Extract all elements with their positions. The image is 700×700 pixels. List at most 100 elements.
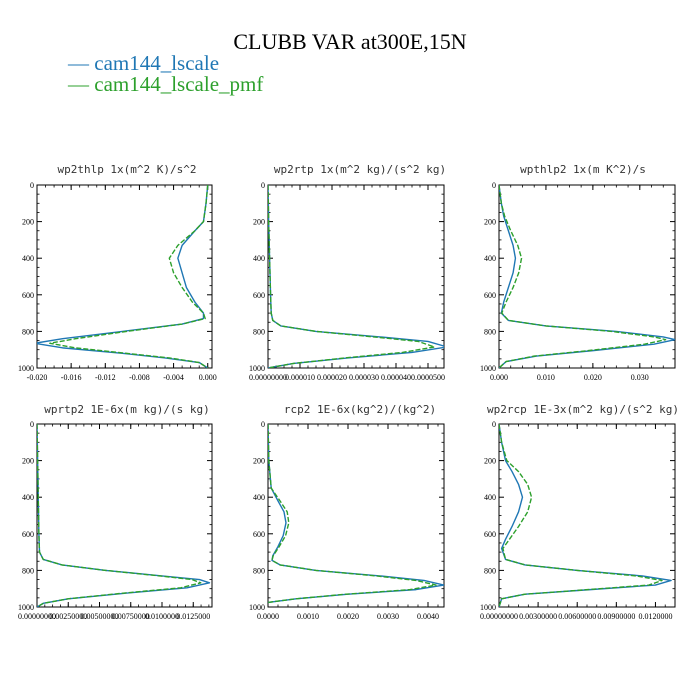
x-tick-label: 0.0100000 [145, 612, 179, 621]
x-tick-label: 0.0125000 [176, 612, 210, 621]
x-tick-label: 0.00900000 [597, 612, 635, 621]
x-tick-label: 0.000040 [381, 373, 411, 382]
y-tick-label: 0 [261, 420, 265, 429]
series-line-lscale [499, 185, 675, 368]
x-tick-label: -0.004 [163, 373, 184, 382]
figure-title: CLUBB VAR at300E,15N [233, 29, 467, 54]
y-tick-label: 1000 [480, 364, 496, 373]
series-line-lscale-pmf [49, 185, 209, 368]
series-line-lscale [37, 185, 209, 368]
series-line-lscale [268, 424, 444, 604]
y-tick-label: 600 [484, 291, 496, 300]
series-line-lscale-pmf [37, 424, 202, 607]
x-tick-label: 0.0040 [417, 612, 439, 621]
y-tick-label: 200 [22, 218, 34, 227]
y-tick-label: 400 [253, 254, 265, 263]
x-tick-label: 0.00250000 [49, 612, 87, 621]
y-tick-label: 600 [253, 530, 265, 539]
x-tick-label: 0.00000000 [18, 612, 56, 621]
y-tick-label: 800 [484, 327, 496, 336]
panel-title-wp2rtp: wp2rtp 1x(m^2 kg)/(s^2 kg) [273, 163, 447, 176]
panel-title-wprtp2: wprtp2 1E-6x(m kg)/(s kg) [44, 403, 210, 416]
series-line-lscale-pmf [499, 424, 663, 607]
y-tick-label: 1000 [249, 364, 265, 373]
y-tick-label: 0 [30, 420, 34, 429]
y-tick-label: 600 [22, 530, 34, 539]
panel-title-wp2rcp: wp2rcp 1E-3x(m^2 kg)/(s^2 kg) [486, 403, 680, 416]
y-tick-label: 1000 [18, 364, 34, 373]
x-tick-label: 0.0010 [297, 612, 319, 621]
x-tick-label: 0.00000000 [480, 612, 518, 621]
legend-swatch-lscale: — [68, 51, 95, 75]
x-tick-label: 0.000020 [317, 373, 347, 382]
panel-4: 0 200 400 600 800 10000.0000 0.0010 0.0020 0.003… [249, 420, 445, 621]
x-tick-label: 0.000010 [285, 373, 315, 382]
y-tick-label: 400 [22, 254, 34, 263]
x-tick-label: 0.00000000 [249, 373, 287, 382]
y-tick-label: 400 [22, 493, 34, 502]
x-tick-label: 0.00750000 [112, 612, 150, 621]
x-tick-label: 0.00500000 [81, 612, 119, 621]
legend-item-lscale: — cam144_lscale [68, 51, 219, 76]
y-tick-label: 800 [253, 566, 265, 575]
y-tick-label: 800 [253, 327, 265, 336]
legend-label-lscale-pmf: cam144_lscale_pmf [94, 72, 264, 96]
y-tick-label: 1000 [480, 603, 496, 612]
x-tick-label: 0.00300000 [519, 612, 557, 621]
x-tick-label: 0.0000500 [411, 373, 445, 382]
series-line-lscale-pmf [268, 424, 437, 604]
x-tick-label: 0.010 [537, 373, 555, 382]
y-tick-label: 1000 [18, 603, 34, 612]
legend-label-lscale: cam144_lscale [94, 51, 220, 75]
series-line-lscale [268, 185, 444, 368]
series-line-lscale [37, 424, 211, 607]
y-tick-label: 200 [484, 218, 496, 227]
x-tick-label: 0.00600000 [558, 612, 596, 621]
panel-frame [498, 184, 676, 369]
panel-title-rcp2: rcp2 1E-6x(kg^2)/(kg^2) [283, 403, 437, 416]
y-tick-label: 600 [484, 530, 496, 539]
x-tick-label: 0.000 [490, 373, 508, 382]
x-tick-label: 0.000 [199, 373, 217, 382]
y-tick-label: 0 [492, 420, 496, 429]
y-tick-label: 0 [30, 181, 34, 190]
panel-title-wp2thlp: wp2thlp 1x(m^2 K)/s^2 [57, 163, 197, 176]
y-tick-label: 800 [484, 566, 496, 575]
y-tick-label: 800 [22, 566, 34, 575]
series-line-lscale-pmf [268, 185, 436, 368]
y-tick-label: 600 [22, 291, 34, 300]
x-tick-label: -0.012 [95, 373, 116, 382]
x-tick-label: 0.0030 [377, 612, 399, 621]
x-tick-label: -0.020 [27, 373, 48, 382]
x-tick-label: 0.0020 [337, 612, 359, 621]
y-tick-label: 400 [484, 254, 496, 263]
panel-title-wpthlp2: wpthlp2 1x(m K^2)/s [520, 163, 646, 176]
x-tick-label: 0.0000 [257, 612, 279, 621]
x-tick-label: 0.0120000 [638, 612, 672, 621]
y-tick-label: 1000 [249, 603, 265, 612]
x-tick-label: -0.008 [129, 373, 150, 382]
legend-item-lscale-pmf: — cam144_lscale_pmf [68, 72, 263, 97]
y-tick-label: 0 [261, 181, 265, 190]
y-tick-label: 200 [22, 457, 34, 466]
y-tick-label: 200 [253, 218, 265, 227]
y-tick-label: 200 [253, 457, 265, 466]
y-tick-label: 800 [22, 327, 34, 336]
y-tick-label: 400 [253, 493, 265, 502]
panel-2: 0 200 400 600 800 10000.000 0.010 0.020 0.030 [480, 181, 676, 382]
y-tick-label: 400 [484, 493, 496, 502]
x-tick-label: 0.030 [631, 373, 649, 382]
series-line-lscale-pmf [499, 185, 667, 368]
x-tick-label: -0.016 [61, 373, 82, 382]
panel-3: 020040060080010000.000000000.002500000.0… [18, 420, 213, 621]
legend-swatch-lscale-pmf: — [68, 72, 95, 96]
panel-0: 0 200 400 600 800 1000-0.020 -0.016 -0.012 -0.00… [18, 181, 217, 382]
y-tick-label: 200 [484, 457, 496, 466]
y-tick-label: 600 [253, 291, 265, 300]
x-tick-label: 0.000030 [349, 373, 379, 382]
y-tick-label: 0 [492, 181, 496, 190]
